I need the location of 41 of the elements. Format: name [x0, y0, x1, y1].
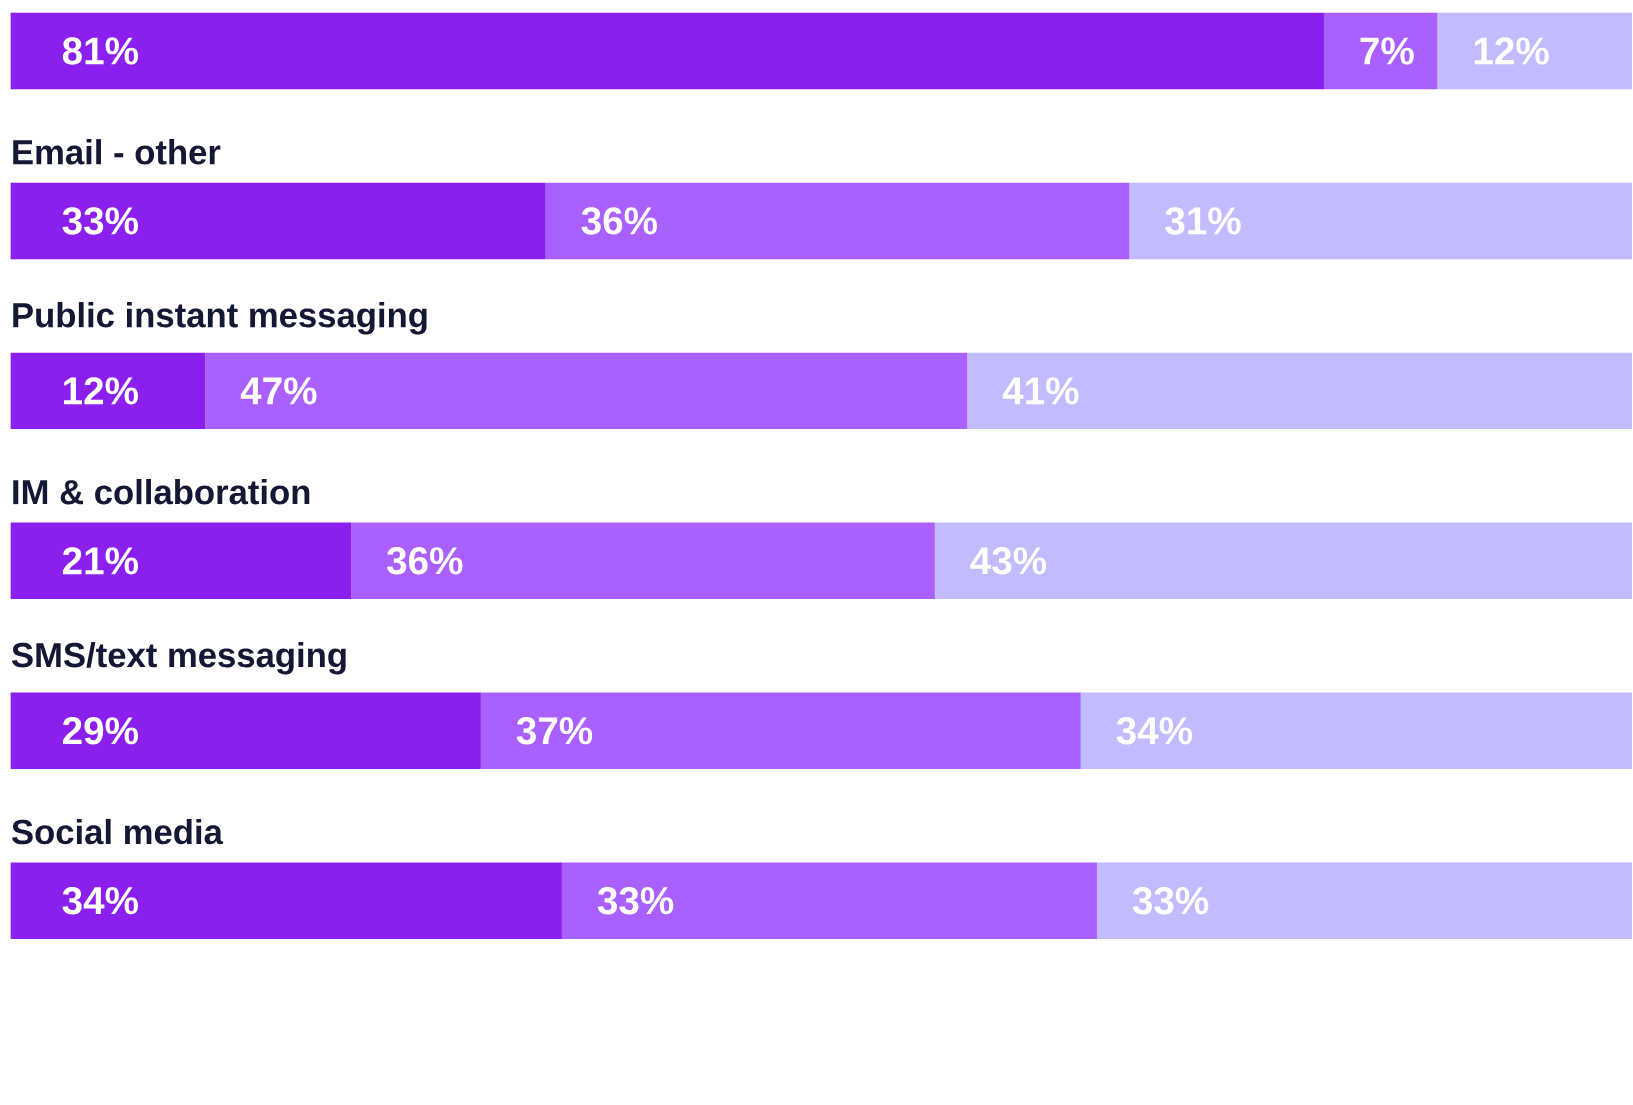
- data-label: 21%: [62, 547, 138, 575]
- data-label: 29%: [62, 717, 138, 745]
- data-label: 12%: [64, 377, 138, 405]
- bar: [934, 522, 1632, 600]
- data-label: 33%: [597, 886, 674, 915]
- data-label: 33%: [1132, 886, 1209, 915]
- bar: [967, 352, 1632, 430]
- data-label: 34%: [1116, 717, 1193, 745]
- data-label: 36%: [386, 547, 463, 575]
- data-label: 34%: [62, 886, 138, 915]
- bar: [351, 522, 935, 600]
- data-label: 12%: [1474, 37, 1549, 65]
- bar: [1323, 12, 1438, 90]
- bar: [10, 352, 206, 430]
- data-label: 47%: [240, 377, 317, 405]
- bar: [10, 182, 546, 260]
- data-label: 41%: [1002, 377, 1079, 405]
- data-label: 81%: [62, 37, 138, 65]
- bar: [545, 182, 1130, 260]
- data-label: 31%: [1165, 207, 1241, 235]
- y-tick-label: IM & collaboration: [13, 479, 310, 505]
- bar: [480, 692, 1081, 769]
- data-label: 43%: [970, 547, 1047, 575]
- data-label: 33%: [62, 207, 138, 235]
- bar: [10, 862, 562, 939]
- data-label: 37%: [516, 717, 593, 745]
- y-tick-label: Public instant messaging: [13, 302, 427, 335]
- y-tick-label: Email - other: [13, 139, 221, 165]
- bar: [10, 12, 1324, 90]
- bar: [10, 522, 352, 600]
- bar: [205, 352, 968, 430]
- bar: [561, 862, 1097, 939]
- y-tick-label: SMS/text messaging: [11, 641, 346, 675]
- data-label: 7%: [1360, 37, 1414, 65]
- bar: [1096, 862, 1632, 939]
- data-label: 36%: [581, 207, 657, 235]
- bar: [1129, 182, 1632, 260]
- bar: [10, 692, 481, 769]
- y-tick-label: Social media: [11, 818, 224, 845]
- bar: [1080, 692, 1632, 769]
- bar: [1437, 12, 1632, 90]
